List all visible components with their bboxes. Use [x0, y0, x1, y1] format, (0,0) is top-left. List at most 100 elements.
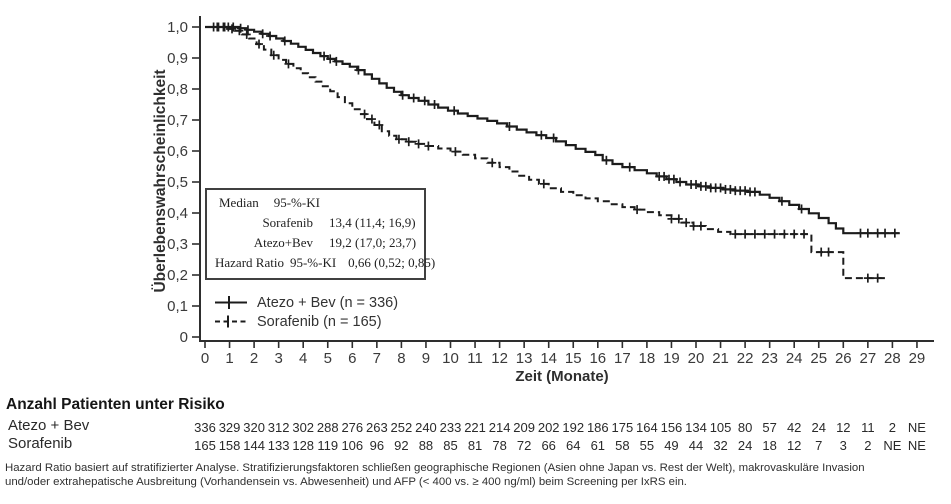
- risk-count: 209: [513, 420, 535, 435]
- risk-count: 119: [317, 438, 339, 453]
- x-tick-label: 11: [467, 350, 483, 367]
- x-tick-label: 10: [442, 350, 459, 367]
- inset-header-row: Median 95-%-KI: [213, 195, 418, 211]
- risk-count: 186: [586, 420, 609, 435]
- x-tick-label: 2: [250, 350, 258, 367]
- y-tick-label: 1,0: [167, 19, 188, 36]
- y-tick-label: 0,5: [167, 174, 188, 191]
- risk-count: 24: [737, 438, 753, 453]
- y-tick-label: 0,6: [167, 143, 188, 160]
- inset-atezo-row: Atezo+Bev 19,2 (17,0; 23,7): [213, 235, 418, 251]
- risk-count: 18: [762, 438, 777, 453]
- x-tick-label: 28: [884, 350, 901, 367]
- dashed-line-plus-icon: [215, 315, 247, 328]
- risk-count: 80: [737, 420, 753, 435]
- risk-count: NE: [907, 438, 926, 453]
- x-tick-label: 3: [274, 350, 282, 367]
- risk-count: 302: [292, 420, 315, 435]
- risk-count: 72: [516, 438, 532, 453]
- risk-count: 24: [811, 420, 826, 435]
- risk-count: 320: [243, 420, 265, 435]
- x-tick-label: 24: [786, 350, 803, 367]
- inset-atezo-value: 19,2 (17,0; 23,7): [329, 235, 417, 250]
- y-tick-label: 0,8: [167, 81, 188, 98]
- risk-count: NE: [907, 420, 926, 435]
- risk-count: 164: [636, 420, 658, 435]
- risk-count: 133: [267, 438, 290, 453]
- x-tick-label: 20: [688, 350, 705, 367]
- x-tick-label: 5: [324, 350, 332, 367]
- risk-count: 64: [566, 438, 581, 453]
- footnote-line-2: und/oder extrahepatische Ausbreitung (Vo…: [5, 476, 687, 488]
- risk-count: 105: [709, 420, 732, 435]
- y-axis-title: Überlebenswahrscheinlichkeit: [152, 69, 169, 293]
- risk-count: 12: [786, 438, 802, 453]
- risk-count: 158: [218, 438, 241, 453]
- risk-count: 2: [888, 420, 897, 435]
- risk-counts-row-atezo-bev: 336 329 320 312 302 288 276 263 252 240 233 221 214 2…: [0, 420, 951, 436]
- inset-hazard-ratio-row: Hazard Ratio 95-%-KI 0,66 (0,52; 0,85): [213, 255, 435, 271]
- risk-count: 32: [713, 438, 728, 453]
- y-tick-label: 0: [180, 329, 188, 346]
- risk-count: 81: [467, 438, 483, 453]
- x-tick-label: 9: [422, 350, 430, 367]
- risk-count: 78: [492, 438, 507, 453]
- risk-count: 336: [194, 420, 216, 435]
- inset-hr-ci-label: 95-%-KI: [289, 255, 337, 270]
- solid-line-plus-icon: [215, 296, 247, 309]
- risk-count: 55: [639, 438, 655, 453]
- risk-count: 233: [439, 420, 462, 435]
- risk-count: NE: [883, 438, 902, 453]
- x-tick-label: 26: [835, 350, 852, 367]
- risk-count: 92: [394, 438, 409, 453]
- risk-count: 7: [815, 438, 823, 453]
- inset-sorafenib-row: Sorafenib 13,4 (11,4; 16,9): [213, 215, 418, 231]
- x-tick-label: 23: [761, 350, 778, 367]
- risk-count: 144: [243, 438, 265, 453]
- y-tick-label: 0,3: [167, 236, 188, 253]
- inset-atezo-label: Atezo+Bev: [253, 235, 313, 250]
- x-tick-label: 27: [860, 350, 877, 367]
- x-tick-label: 16: [589, 350, 606, 367]
- risk-count: 11: [861, 420, 875, 435]
- legend-item-atezo-bev: Atezo + Bev (n = 336): [214, 293, 398, 312]
- y-tick-label: 0,9: [167, 50, 188, 67]
- risk-count: 175: [611, 420, 634, 435]
- risk-count: 276: [341, 420, 364, 435]
- risk-count: 49: [664, 438, 679, 453]
- legend: Atezo + Bev (n = 336) Sorafenib (n = 165…: [214, 293, 398, 331]
- risk-count: 329: [218, 420, 241, 435]
- risk-count: 2: [864, 438, 872, 453]
- x-tick-label: 4: [299, 350, 307, 367]
- risk-count: 165: [194, 438, 216, 453]
- risk-count: 44: [688, 438, 704, 453]
- risk-count: 96: [369, 438, 385, 453]
- y-tick-label: 0,1: [167, 298, 188, 315]
- x-tick-label: 29: [909, 350, 926, 367]
- legend-item-sorafenib: Sorafenib (n = 165): [214, 312, 398, 331]
- x-tick-label: 25: [810, 350, 827, 367]
- x-tick-label: 17: [614, 350, 631, 367]
- risk-count: 42: [786, 420, 802, 435]
- risk-count: 240: [415, 420, 437, 435]
- x-tick-label: 18: [639, 350, 656, 367]
- x-tick-label: 0: [201, 350, 209, 367]
- footnote-line-1: Hazard Ratio basiert auf stratifizierter…: [5, 462, 865, 474]
- risk-count: 312: [267, 420, 290, 435]
- risk-row-label-atezo-bev: Atezo + Bev: [8, 417, 90, 434]
- risk-count: 85: [443, 438, 458, 453]
- x-tick-label: 15: [565, 350, 582, 367]
- x-tick-label: 21: [712, 350, 729, 367]
- inset-sorafenib-value: 13,4 (11,4; 16,9): [329, 215, 416, 230]
- risk-count: 58: [615, 438, 630, 453]
- x-tick-label: 7: [373, 350, 381, 367]
- inset-hr-label: Hazard Ratio: [215, 255, 284, 270]
- risk-count: 221: [464, 420, 486, 435]
- risk-count: 66: [541, 438, 556, 453]
- x-axis-title: Zeit (Monate): [515, 368, 609, 385]
- x-tick-label: 19: [663, 350, 680, 367]
- risk-count: 288: [316, 420, 339, 435]
- risk-count: 88: [418, 438, 434, 453]
- risk-count: 252: [390, 420, 413, 435]
